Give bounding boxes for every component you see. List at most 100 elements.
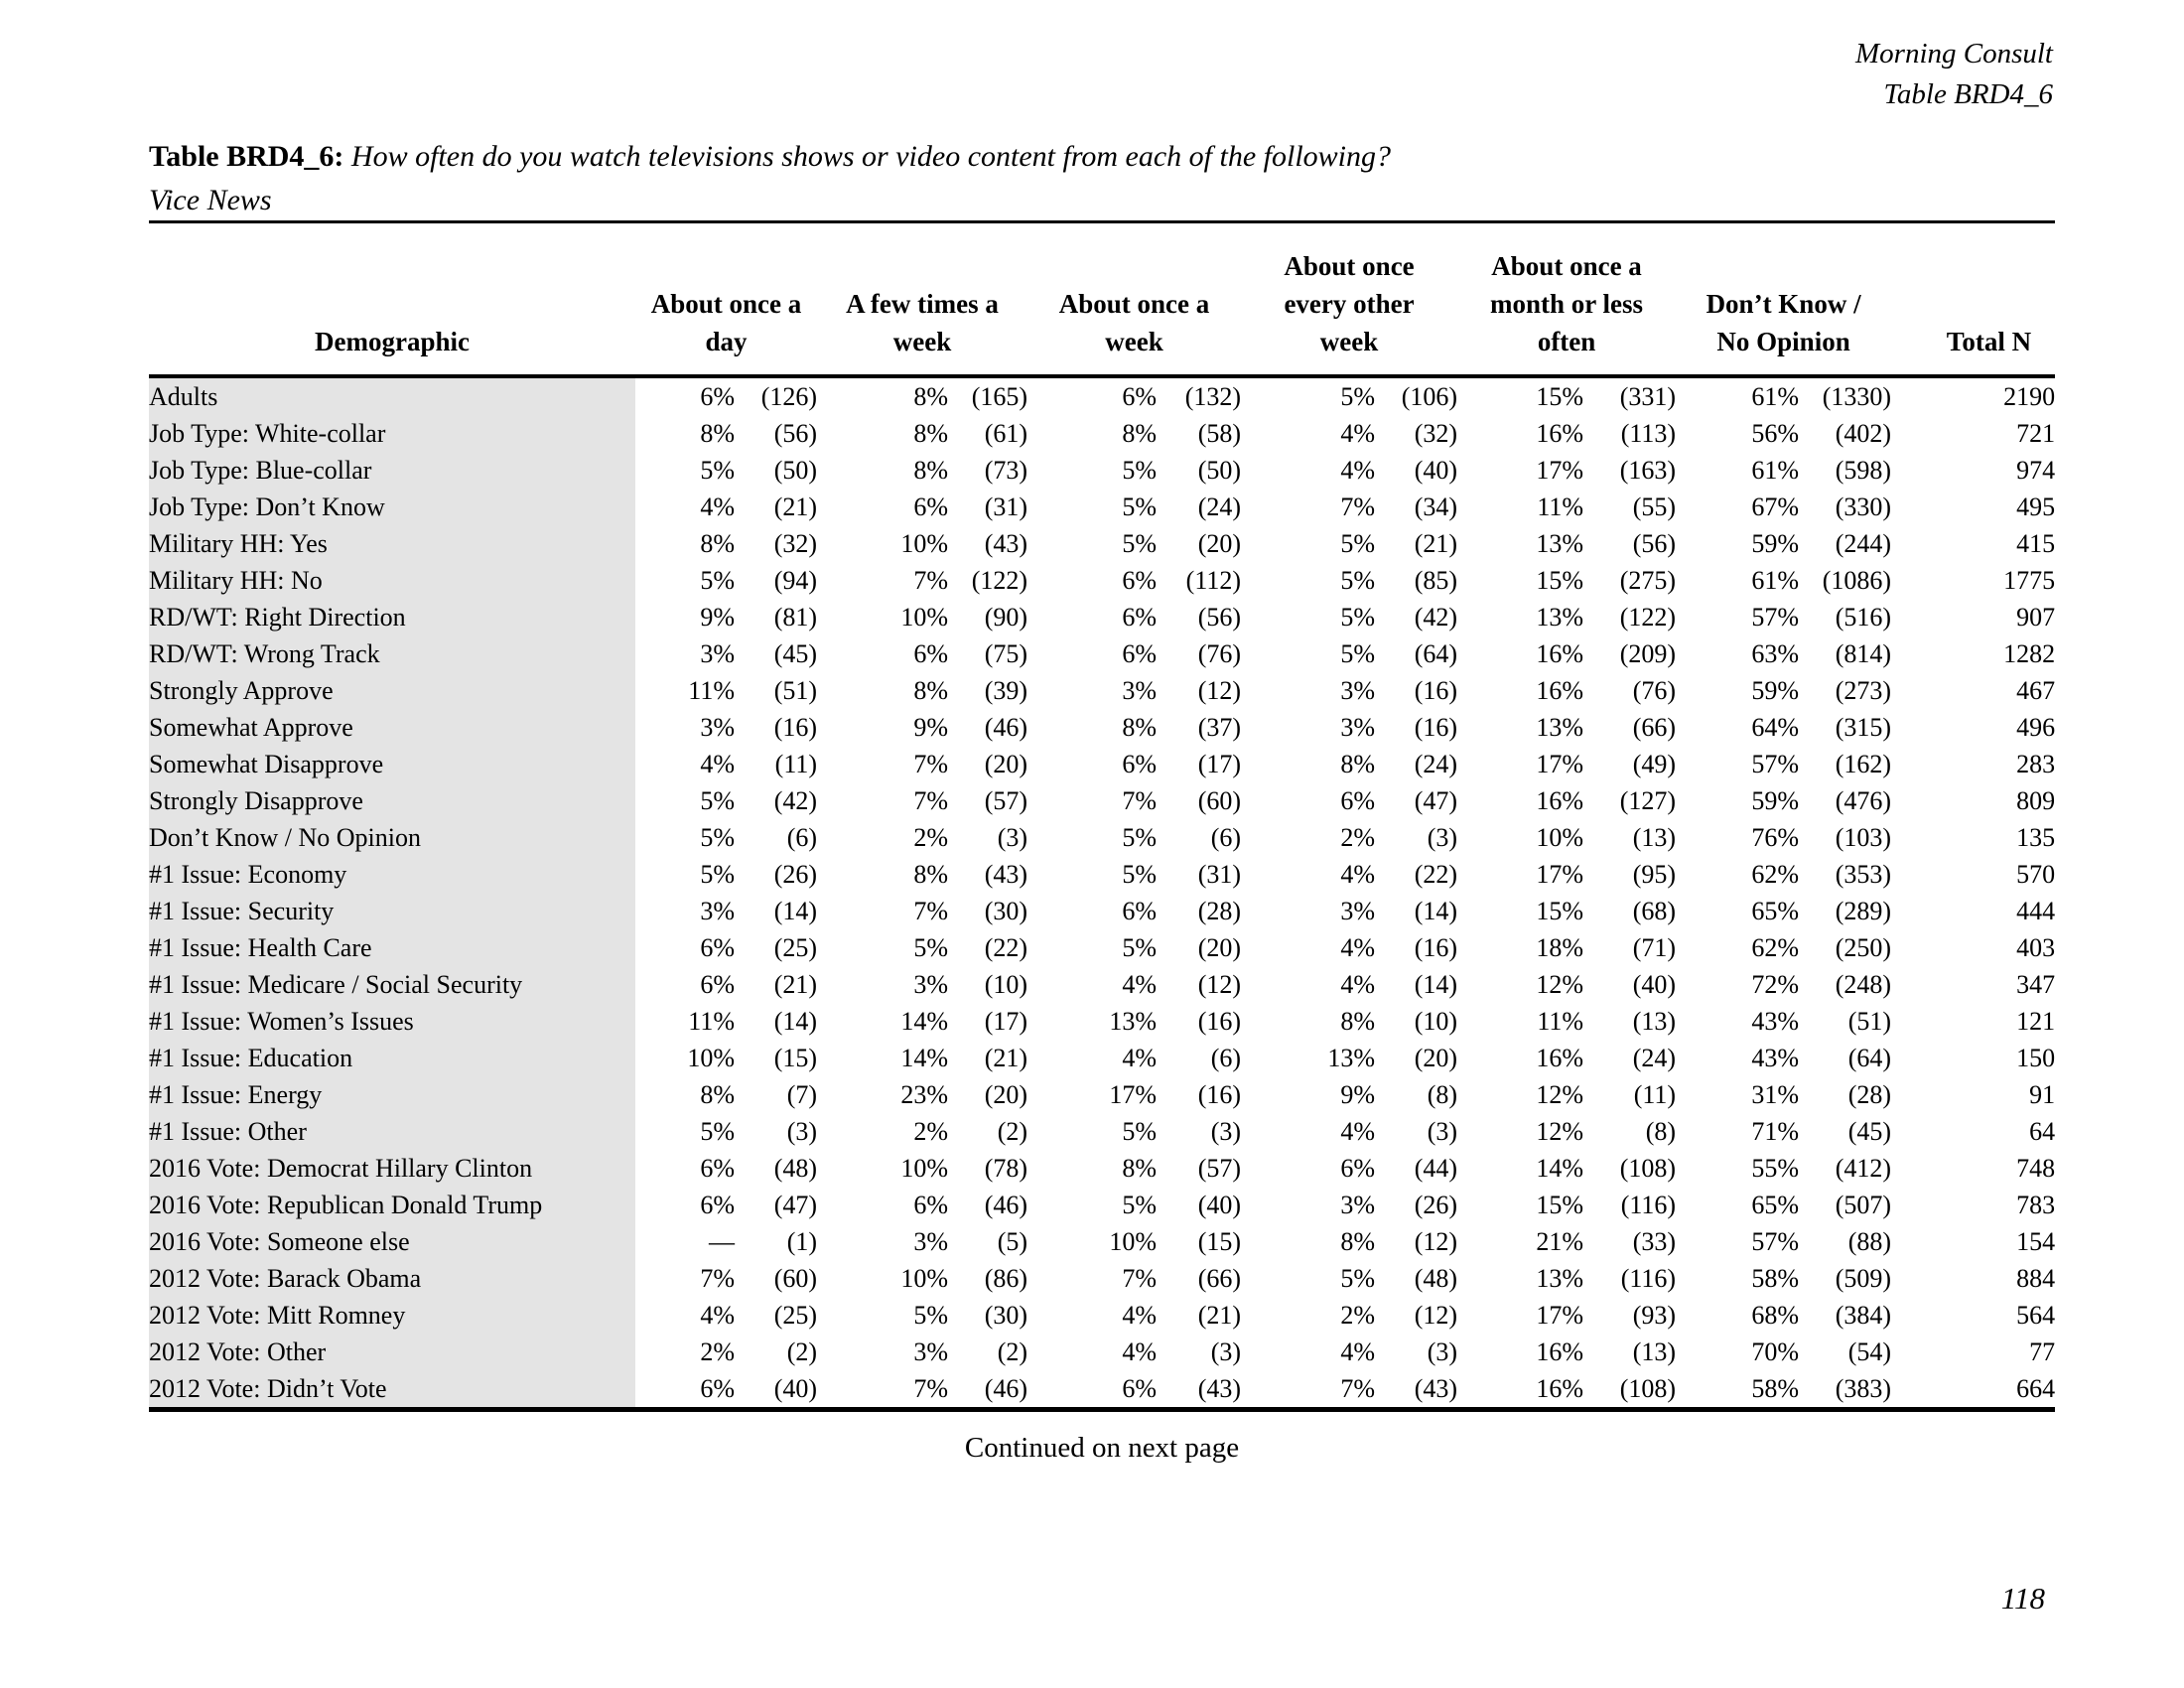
- count-cell: (30): [984, 1301, 1028, 1330]
- percent-cell: 5%: [913, 1301, 949, 1330]
- total-cell: 721: [2016, 419, 2056, 448]
- count-cell: (516): [1835, 603, 1892, 632]
- total-cell: 884: [2016, 1264, 2056, 1293]
- percent-cell: 4%: [1340, 860, 1376, 889]
- count-cell: (2): [997, 1117, 1028, 1146]
- percent-cell: 2%: [1340, 1301, 1376, 1330]
- count-cell: (12): [1197, 676, 1242, 705]
- table-row: Military HH: Yes 8% (32) 10% (43) 5% (20) 5% (21…: [149, 525, 2055, 562]
- percent-cell: 2%: [700, 1337, 735, 1366]
- percent-cell: 5%: [1340, 382, 1376, 411]
- total-cell: 748: [2016, 1154, 2056, 1183]
- percent-cell: 7%: [1340, 492, 1376, 521]
- count-cell: (3): [1210, 1117, 1242, 1146]
- percent-cell: 2%: [913, 823, 949, 852]
- demographic-cell: Job Type: Don’t Know: [149, 489, 635, 525]
- count-cell: (57): [1197, 1154, 1242, 1183]
- percent-cell: 8%: [913, 456, 949, 485]
- count-cell: (16): [1197, 1080, 1242, 1109]
- count-cell: (6): [1210, 823, 1242, 852]
- percent-cell: 15%: [1536, 1191, 1584, 1219]
- table-row: Don’t Know / No Opinion 5% (6) 2% (3) 5% (6) 2%…: [149, 819, 2055, 856]
- percent-cell: 5%: [700, 1117, 735, 1146]
- table-id-label: Table BRD4_6:: [149, 140, 344, 173]
- percent-cell: 8%: [700, 529, 735, 558]
- count-cell: (48): [1414, 1264, 1458, 1293]
- count-cell: (122): [1619, 603, 1677, 632]
- count-cell: (48): [773, 1154, 818, 1183]
- count-cell: (16): [1414, 933, 1458, 962]
- total-cell: 570: [2016, 860, 2056, 889]
- count-cell: (507): [1835, 1191, 1892, 1219]
- count-cell: (1086): [1822, 566, 1892, 595]
- total-cell: 91: [2029, 1080, 2056, 1109]
- percent-cell: 6%: [1122, 603, 1158, 632]
- demographic-cell: Somewhat Disapprove: [149, 746, 635, 782]
- percent-cell: 5%: [700, 860, 735, 889]
- count-cell: (58): [1197, 419, 1242, 448]
- count-cell: (60): [773, 1264, 818, 1293]
- demographic-cell: Don’t Know / No Opinion: [149, 819, 635, 856]
- count-cell: (40): [1197, 1191, 1242, 1219]
- count-cell: (20): [1197, 529, 1242, 558]
- header-line: week: [1319, 327, 1379, 356]
- count-cell: (64): [1414, 639, 1458, 668]
- percent-cell: 3%: [700, 713, 735, 742]
- percent-cell: 5%: [1340, 1264, 1376, 1293]
- count-cell: (90): [984, 603, 1028, 632]
- survey-subject: Vice News: [149, 184, 272, 216]
- count-cell: (40): [1632, 970, 1677, 999]
- count-cell: (20): [984, 1080, 1028, 1109]
- percent-cell: 4%: [1122, 1337, 1158, 1366]
- table-row: #1 Issue: Energy 8% (7) 23% (20) 17% (16) 9% (8)…: [149, 1076, 2055, 1113]
- column-header-category: About once a week: [1027, 221, 1242, 378]
- percent-cell: 3%: [700, 639, 735, 668]
- total-cell: 150: [2016, 1044, 2056, 1072]
- percent-cell: 58%: [1751, 1264, 1800, 1293]
- count-cell: (42): [1414, 603, 1458, 632]
- count-cell: (10): [1414, 1007, 1458, 1036]
- percent-cell: 6%: [913, 639, 949, 668]
- total-cell: 403: [2016, 933, 2056, 962]
- percent-cell: 13%: [1327, 1044, 1376, 1072]
- percent-cell: 6%: [700, 382, 735, 411]
- survey-question: How often do you watch televisions shows…: [350, 140, 1392, 173]
- count-cell: (14): [1414, 897, 1458, 925]
- percent-cell: 6%: [1122, 750, 1158, 778]
- total-cell: 907: [2016, 603, 2056, 632]
- percent-cell: 6%: [1122, 382, 1158, 411]
- document-header: Morning Consult Table BRD4_6: [1855, 34, 2053, 115]
- count-cell: (476): [1835, 786, 1892, 815]
- brand-org: Morning Consult: [1855, 38, 2053, 70]
- table-row: 2012 Vote: Didn’t Vote 6% (40) 7% (46) 6% (43)…: [149, 1370, 2055, 1410]
- percent-cell: 2%: [1340, 823, 1376, 852]
- header-line: often: [1537, 327, 1596, 356]
- percent-cell: 2%: [913, 1117, 949, 1146]
- count-cell: (132): [1184, 382, 1242, 411]
- percent-cell: 43%: [1751, 1044, 1800, 1072]
- count-cell: (47): [1414, 786, 1458, 815]
- percent-cell: 62%: [1751, 860, 1800, 889]
- count-cell: (61): [984, 419, 1028, 448]
- count-cell: (22): [984, 933, 1028, 962]
- count-cell: (37): [1197, 713, 1242, 742]
- percent-cell: 4%: [1340, 456, 1376, 485]
- total-cell: 1775: [2003, 566, 2056, 595]
- count-cell: (46): [984, 713, 1028, 742]
- table-row: #1 Issue: Medicare / Social Security 6% (2…: [149, 966, 2055, 1003]
- brand-table-ref: Table BRD4_6: [1883, 78, 2053, 110]
- demographic-cell: 2016 Vote: Someone else: [149, 1223, 635, 1260]
- count-cell: (384): [1835, 1301, 1892, 1330]
- percent-cell: 13%: [1536, 529, 1584, 558]
- count-cell: (28): [1847, 1080, 1892, 1109]
- count-cell: (11): [774, 750, 818, 778]
- percent-cell: 9%: [700, 603, 735, 632]
- total-cell: 135: [2016, 823, 2056, 852]
- percent-cell: 61%: [1751, 566, 1800, 595]
- table-container: Demographic About once a day A few times a w…: [149, 220, 2056, 1412]
- table-row: #1 Issue: Education 10% (15) 14% (21) 4% (6) 13…: [149, 1040, 2055, 1076]
- percent-cell: 5%: [1122, 933, 1158, 962]
- percent-cell: 10%: [1109, 1227, 1158, 1256]
- count-cell: (78): [984, 1154, 1028, 1183]
